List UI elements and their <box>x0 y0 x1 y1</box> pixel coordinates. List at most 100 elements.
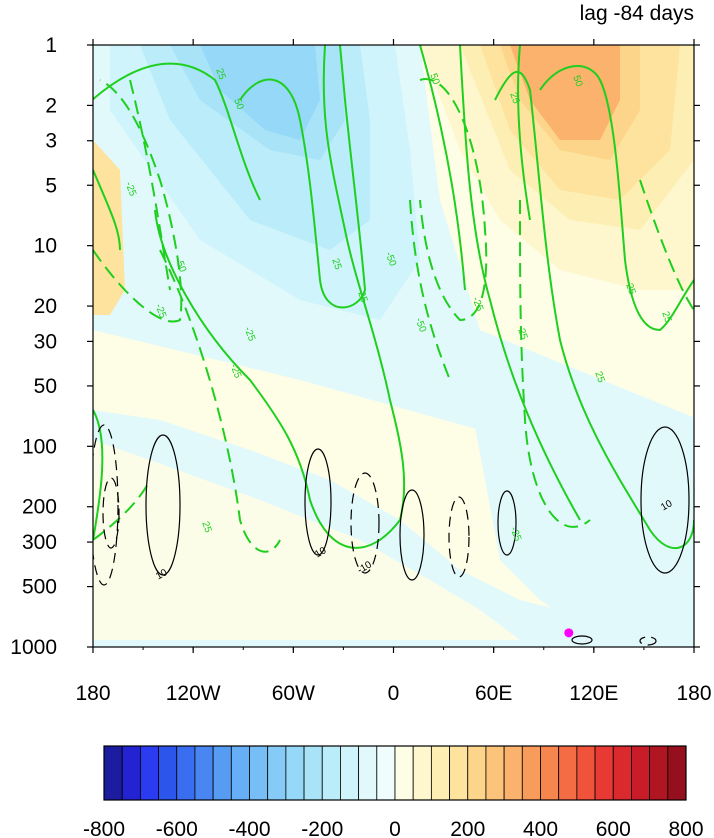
colorbar-tick-label: 0 <box>389 818 401 838</box>
green-dashed-5 <box>419 78 488 322</box>
colorbar-swatch <box>139 745 159 801</box>
x-tick-label: 120E <box>569 682 618 705</box>
colorbar-swatch <box>376 745 396 801</box>
colorbar-swatch <box>230 745 250 801</box>
green-contour-label: 25 <box>659 310 673 325</box>
x-tick-label: 180 <box>676 682 711 705</box>
green-dashed-4 <box>159 249 281 553</box>
green-contour-pos-9 <box>517 45 531 221</box>
green-contour-label: -25 <box>123 180 138 198</box>
reference-point-marker <box>564 628 574 638</box>
y-axis: 1 2 3 5 10 20 30 50 100 200 300 500 1000 <box>10 34 700 659</box>
shaded-field <box>93 45 694 647</box>
green-contour-label: -25 <box>242 325 257 343</box>
colorbar-swatch <box>285 745 305 801</box>
y-tick-label: 2 <box>45 94 57 117</box>
black-contour-pos-5 <box>640 426 690 574</box>
colorbar-swatch <box>358 745 378 801</box>
black-dashed-5 <box>639 636 657 646</box>
x-tick-label: 60W <box>272 682 315 705</box>
green-contour-label: 25 <box>213 67 227 82</box>
colorbar-swatch <box>449 745 469 801</box>
green-contour-label: 50 <box>570 74 584 89</box>
green-contour-label: 25 <box>623 282 637 297</box>
colorbar-swatch <box>667 745 687 801</box>
colorbar-swatch <box>485 745 505 801</box>
green-dashed-7 <box>409 199 451 381</box>
green-contour-label: -25 <box>228 362 243 380</box>
black-contour-label: 10 <box>659 498 675 513</box>
shade-positive-upper-max <box>510 45 620 140</box>
green-contour-label: 50 <box>427 72 441 87</box>
colorbar-swatch <box>521 745 541 801</box>
black-dashed-1 <box>93 424 119 586</box>
y-tick-label: 3 <box>45 130 57 153</box>
green-contour-pos-7 <box>494 70 694 550</box>
black-contour-label: 10 <box>313 545 329 560</box>
colorbar-swatch <box>212 745 232 801</box>
green-contour-label: 25 <box>515 327 529 342</box>
black-contour-pos-3 <box>399 489 425 581</box>
shade-negative-lower-east <box>470 400 694 647</box>
colorbar-swatch <box>649 745 669 801</box>
x-tick-label: 60E <box>475 682 512 705</box>
colorbar-swatch <box>267 745 287 801</box>
green-contour-pos-2 <box>93 409 104 541</box>
green-contour-pos-6 <box>419 45 466 291</box>
green-contour-pos-8 <box>539 65 694 332</box>
green-contour-label: -25 <box>508 525 523 543</box>
green-contour-pos-4 <box>239 45 367 309</box>
colorbar-swatch <box>394 745 414 801</box>
x-tick-label: 0 <box>388 682 400 705</box>
colorbar-swatch <box>612 745 632 801</box>
green-contour-label: -25 <box>470 295 485 313</box>
colorbar-swatch <box>103 745 123 801</box>
y-tick-label: 30 <box>34 330 57 353</box>
y-tick-label: 300 <box>22 531 57 554</box>
green-dashed-1 <box>93 79 183 323</box>
y-tick-label: 200 <box>22 496 57 519</box>
black-dashed-3 <box>350 472 380 574</box>
y-tick-label: 5 <box>45 174 57 197</box>
black-contour-pos-6 <box>571 635 593 645</box>
y-tick-label: 500 <box>22 576 57 599</box>
colorbar-swatch <box>194 745 214 801</box>
green-dashed-6 <box>519 199 591 528</box>
colorbar-swatch <box>430 745 450 801</box>
green-contour-label: -50 <box>383 250 398 268</box>
green-contour-labels: -25 -25 -50 -50 -25 -50 -25 -25 25 50 25 25 50 25 25 50… <box>123 67 674 543</box>
x-axis: 180 120W 60W 0 60E 120E 180 <box>75 39 712 705</box>
colorbar-swatch <box>594 745 614 801</box>
x-tick-label: 120W <box>166 682 221 705</box>
colorbar-swatch <box>158 745 178 801</box>
colorbar-tick-label: 200 <box>450 818 485 838</box>
green-dashed-8 <box>639 179 694 311</box>
green-contours <box>93 45 694 550</box>
y-tick-label: 100 <box>22 435 57 458</box>
green-contour-label: -50 <box>173 256 188 274</box>
colorbar-tick-label: -600 <box>156 818 198 838</box>
y-tick-label: 50 <box>34 375 57 398</box>
colorbar-swatch <box>340 745 360 801</box>
green-contour-label: 25 <box>355 290 369 305</box>
colorbar-tick-label: 400 <box>523 818 558 838</box>
green-contour-label: 25 <box>199 520 213 535</box>
colorbar-swatch <box>503 745 523 801</box>
black-contour-pos-1 <box>145 434 181 576</box>
y-tick-label: 20 <box>34 295 57 318</box>
black-dashed-contours <box>93 424 657 646</box>
green-contour-pos-10 <box>459 45 581 521</box>
black-contours <box>145 426 690 645</box>
green-contour-label: 25 <box>592 370 606 385</box>
colorbar-swatch <box>467 745 487 801</box>
colorbar-swatch <box>576 745 596 801</box>
black-contour-pos-2 <box>304 448 332 556</box>
colorbar-tick-label: 600 <box>596 818 631 838</box>
green-dashed-contours <box>93 78 694 553</box>
colorbar-tick-label: -200 <box>301 818 343 838</box>
colorbar-swatch <box>121 745 141 801</box>
y-tick-label: 10 <box>34 235 57 258</box>
colorbar-tick-label: 800 <box>668 818 703 838</box>
colorbar-frame <box>103 745 687 801</box>
y-tick-label: 1000 <box>10 636 57 659</box>
